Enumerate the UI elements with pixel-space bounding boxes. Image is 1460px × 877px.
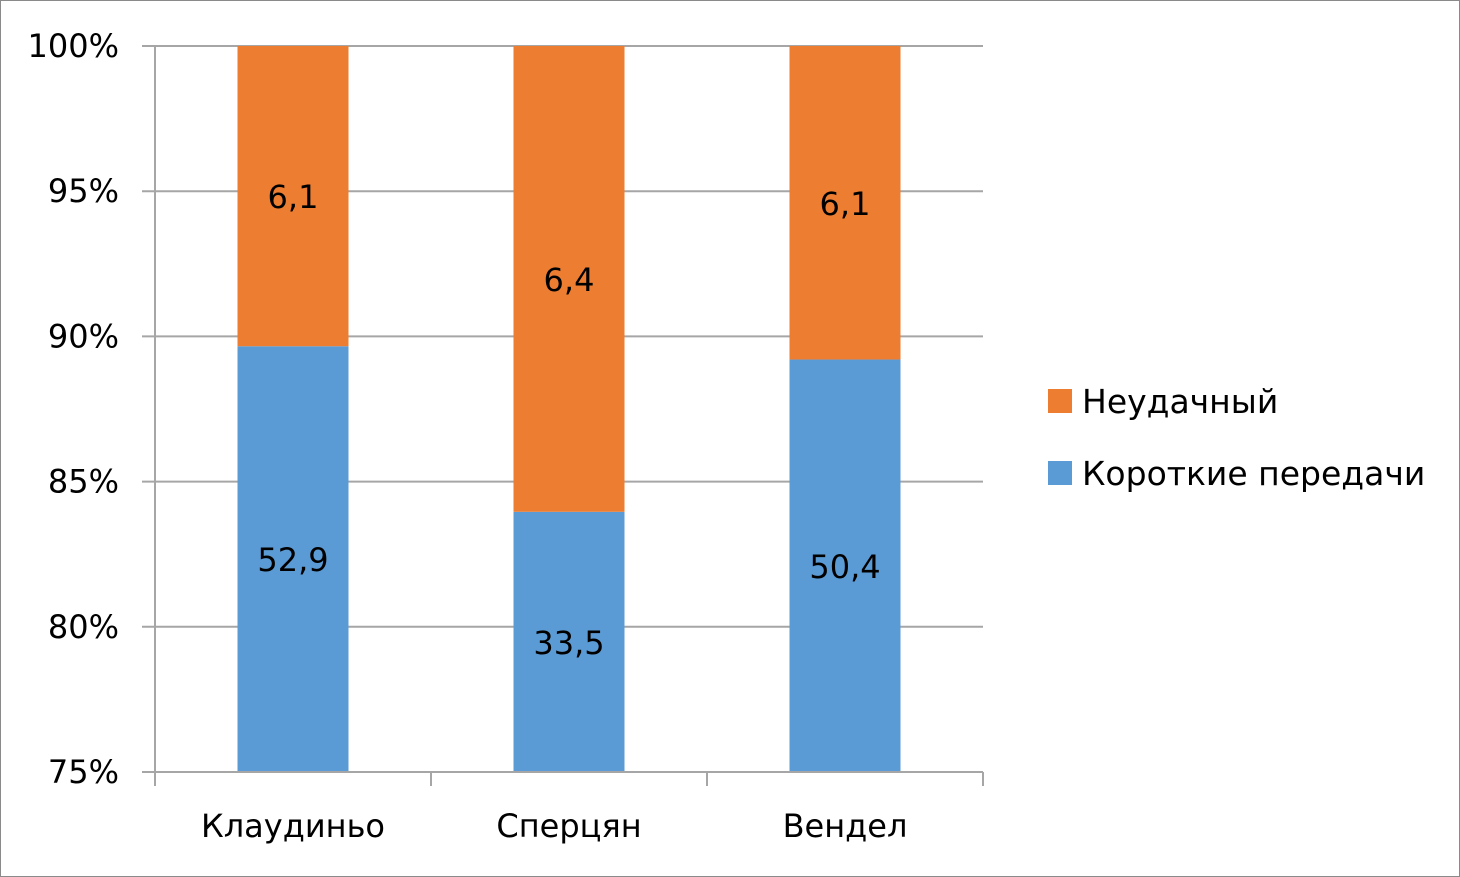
x-category-label: Вендел bbox=[783, 807, 908, 845]
bar-segment bbox=[513, 46, 625, 512]
legend-label: Короткие передачи bbox=[1082, 454, 1425, 493]
legend-label: Неудачный bbox=[1082, 382, 1278, 421]
y-tick-label: 95% bbox=[48, 172, 119, 210]
y-tick-label: 100% bbox=[28, 27, 119, 65]
legend-swatch bbox=[1048, 461, 1072, 485]
data-label: 50,4 bbox=[809, 548, 880, 586]
legend: Неудачный Короткие передачи bbox=[1048, 382, 1425, 493]
bar-segment bbox=[789, 359, 901, 772]
legend-swatch bbox=[1048, 389, 1072, 413]
y-tick-label: 90% bbox=[48, 317, 119, 355]
x-axis-category-labels: Клаудиньо Сперцян Вендел bbox=[201, 807, 907, 845]
x-category-label: Клаудиньо bbox=[201, 807, 385, 845]
x-category-label: Сперцян bbox=[496, 807, 641, 845]
bar-segment bbox=[237, 346, 349, 772]
bars bbox=[237, 46, 901, 772]
data-label: 6,1 bbox=[820, 185, 871, 223]
data-label: 52,9 bbox=[257, 541, 328, 579]
bar-segment bbox=[789, 46, 901, 360]
y-tick-label: 80% bbox=[48, 608, 119, 646]
data-label: 33,5 bbox=[533, 624, 604, 662]
y-axis-tick-labels: 100% 95% 90% 85% 80% 75% bbox=[28, 27, 119, 791]
y-tick-label: 75% bbox=[48, 753, 119, 791]
axes bbox=[142, 46, 984, 786]
bar-segment bbox=[237, 46, 349, 347]
data-label: 6,4 bbox=[544, 261, 595, 299]
data-labels: 52,9 6,1 33,5 6,4 50,4 6,1 bbox=[257, 178, 880, 662]
bar-segment bbox=[513, 511, 625, 772]
data-label: 6,1 bbox=[268, 178, 319, 216]
y-tick-label: 85% bbox=[48, 463, 119, 501]
